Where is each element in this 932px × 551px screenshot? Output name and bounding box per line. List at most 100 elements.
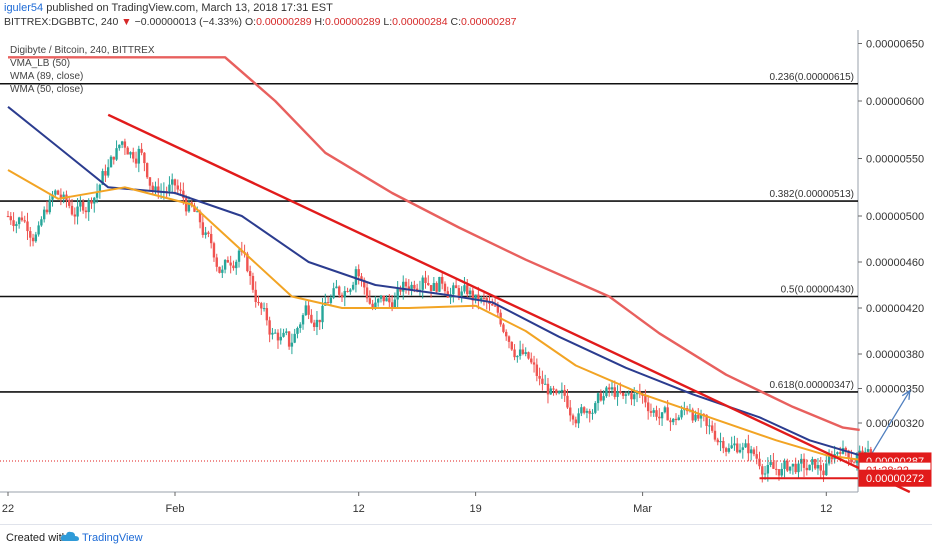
candle-body (733, 443, 736, 446)
candle-body (535, 364, 539, 376)
candle-body (154, 186, 157, 191)
time-tick-label: Feb (166, 503, 185, 515)
candle-body (460, 291, 463, 296)
change-arrow: ▼ (121, 16, 132, 28)
candle-body (571, 415, 575, 420)
candle-body (811, 459, 814, 465)
candle-body (435, 283, 438, 292)
candle-body (755, 454, 758, 459)
candle-body (143, 152, 146, 164)
candle-body (118, 144, 121, 149)
candle-body (738, 449, 742, 453)
candle-body (866, 449, 870, 452)
candle-body (15, 224, 18, 226)
candle-body (633, 394, 636, 400)
candle-body (137, 148, 141, 164)
candle-body (496, 305, 500, 313)
candle-body (772, 462, 775, 469)
candle-body (226, 259, 230, 263)
candle-body (580, 407, 583, 414)
candle-body (93, 197, 96, 204)
candle-body (532, 362, 536, 365)
candle-body (808, 464, 811, 471)
published-text: published on TradingView.com, March 13, … (46, 2, 333, 14)
candle-body (148, 177, 152, 186)
candle-body (719, 441, 722, 443)
candle-body (171, 179, 174, 185)
candle-body (546, 383, 550, 395)
candle-body (852, 462, 856, 464)
candle-body (34, 234, 38, 242)
candle-body (84, 210, 88, 213)
candle-body (521, 349, 525, 354)
chart-header: iguler54 published on TradingView.com, M… (0, 0, 932, 30)
candle-body (708, 425, 711, 427)
candle-body (538, 375, 541, 379)
price-chart[interactable]: 0.00000650 0.00000600 0.00000550 0.00000500… (0, 30, 932, 524)
candle-body (54, 190, 57, 195)
candle-body (399, 288, 402, 292)
candle-body (151, 185, 154, 191)
candle-body (850, 458, 853, 463)
tradingview-brand[interactable]: TradingView (82, 532, 143, 544)
candle-body (493, 305, 497, 307)
candle-body (140, 148, 143, 153)
candle-body (713, 430, 717, 440)
candle-body (410, 284, 413, 290)
candle-body (268, 320, 271, 335)
candle-body (296, 328, 299, 334)
candle-body (360, 276, 363, 280)
candle-body (254, 289, 257, 302)
candle-body (844, 447, 847, 451)
candle-body (301, 315, 305, 325)
candle-body (452, 285, 455, 295)
candle-body (566, 395, 569, 408)
chart-background (0, 30, 932, 524)
candle-body (594, 403, 597, 413)
candle-body (763, 473, 767, 475)
candle-body (513, 349, 516, 358)
candle-body (68, 199, 71, 206)
price-tick-label: 0.00000650 (866, 39, 924, 51)
candle-body (274, 332, 277, 334)
candle-body (346, 291, 349, 293)
candle-body (321, 305, 324, 323)
candle-body (827, 456, 831, 464)
candle-body (73, 214, 76, 217)
candle-body (466, 285, 469, 295)
candle-body (694, 414, 697, 421)
candle-body (223, 259, 227, 270)
candle-body (51, 194, 54, 200)
candle-body (29, 231, 32, 238)
candle-body (741, 447, 744, 450)
price-change: −0.00000013 (−4.33%) (134, 16, 243, 28)
candle-body (432, 283, 436, 291)
candle-body (479, 297, 483, 301)
candle-body (287, 331, 291, 347)
candle-body (766, 464, 770, 474)
candle-body (101, 171, 104, 185)
candle-body (724, 448, 728, 452)
candle-body (699, 414, 703, 419)
candle-body (145, 163, 149, 178)
legend-item-wma89[interactable]: WMA (89, close) (10, 71, 84, 82)
candle-body (215, 257, 218, 267)
candle-body (560, 389, 564, 392)
candle-body (310, 314, 313, 323)
candle-body (552, 388, 555, 390)
candle-body (563, 389, 566, 396)
candle-body (187, 202, 191, 212)
candle-body (299, 324, 302, 329)
candle-body (454, 285, 458, 289)
candle-body (262, 308, 266, 310)
candle-body (655, 410, 658, 417)
candle-body (79, 202, 82, 207)
legend-item-vma[interactable]: VMA_LB (50) (10, 58, 71, 69)
candle-body (777, 469, 781, 476)
candle-body (37, 225, 40, 235)
candle-body (610, 387, 614, 390)
author-link[interactable]: iguler54 (4, 2, 44, 14)
legend-item-wma50[interactable]: WMA (50, close) (10, 84, 84, 95)
candle-body (505, 331, 508, 337)
candle-body (123, 141, 127, 148)
